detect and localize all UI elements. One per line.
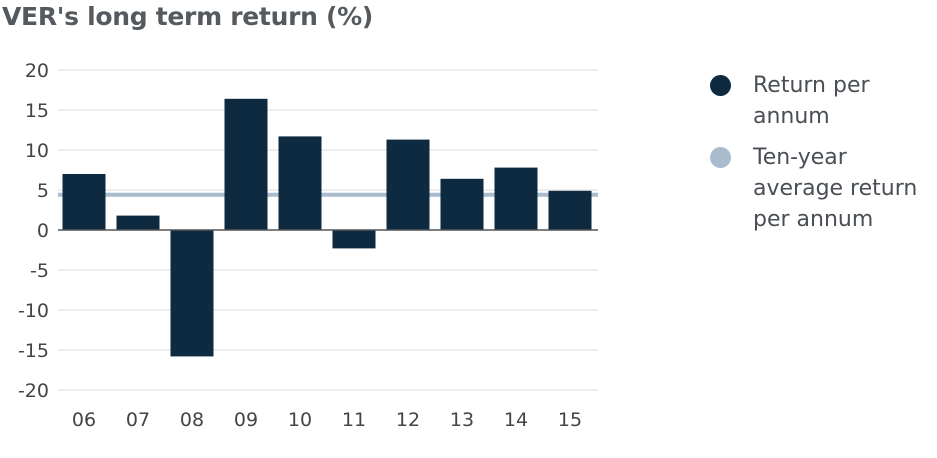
y-tick-label: -10 bbox=[18, 300, 49, 322]
legend-item-average: Ten-year average return per annum bbox=[710, 142, 930, 235]
bar bbox=[332, 230, 376, 249]
y-tick-label: 20 bbox=[25, 60, 49, 82]
x-tick-label: 11 bbox=[342, 409, 366, 431]
y-axis-tick-labels: 20 15 10 5 0 -5 -10 -15 -20 bbox=[18, 60, 49, 402]
bar-chart: 20 15 10 5 0 -5 -10 -15 -20 06 07 08 09 10 11 12 13 14 15 bbox=[18, 60, 598, 431]
y-tick-label: -15 bbox=[18, 340, 49, 362]
bar bbox=[386, 139, 430, 230]
legend-label-return: Return per annum bbox=[753, 73, 870, 129]
legend-swatch-average-icon bbox=[710, 147, 731, 168]
bar bbox=[278, 136, 322, 230]
x-tick-label: 07 bbox=[126, 409, 150, 431]
bar bbox=[494, 167, 538, 230]
bar bbox=[548, 190, 592, 230]
bar bbox=[170, 230, 214, 357]
y-tick-label: -5 bbox=[30, 260, 49, 282]
chart-title: VER's long term return (%) bbox=[2, 2, 374, 31]
x-tick-label: 12 bbox=[396, 409, 420, 431]
y-tick-label: 0 bbox=[37, 220, 49, 242]
x-tick-label: 10 bbox=[288, 409, 312, 431]
x-tick-label: 09 bbox=[234, 409, 258, 431]
y-tick-label: 10 bbox=[25, 140, 49, 162]
y-tick-label: 15 bbox=[25, 100, 49, 122]
legend: Return per annum Ten-year average return… bbox=[710, 70, 930, 245]
grid-lines bbox=[58, 69, 598, 391]
x-tick-label: 06 bbox=[72, 409, 96, 431]
x-tick-label: 15 bbox=[558, 409, 582, 431]
x-tick-label: 08 bbox=[180, 409, 204, 431]
x-tick-label: 13 bbox=[450, 409, 474, 431]
legend-swatch-return-icon bbox=[710, 75, 731, 96]
bars bbox=[62, 98, 592, 357]
y-tick-label: -20 bbox=[18, 380, 49, 402]
bar bbox=[224, 98, 268, 230]
bar bbox=[116, 215, 160, 230]
y-tick-label: 5 bbox=[37, 180, 49, 202]
bar bbox=[62, 174, 106, 230]
legend-item-return: Return per annum bbox=[710, 70, 930, 132]
x-axis-tick-labels: 06 07 08 09 10 11 12 13 14 15 bbox=[72, 409, 582, 431]
bar bbox=[440, 178, 484, 230]
legend-label-average: Ten-year average return per annum bbox=[753, 145, 918, 232]
x-tick-label: 14 bbox=[504, 409, 528, 431]
